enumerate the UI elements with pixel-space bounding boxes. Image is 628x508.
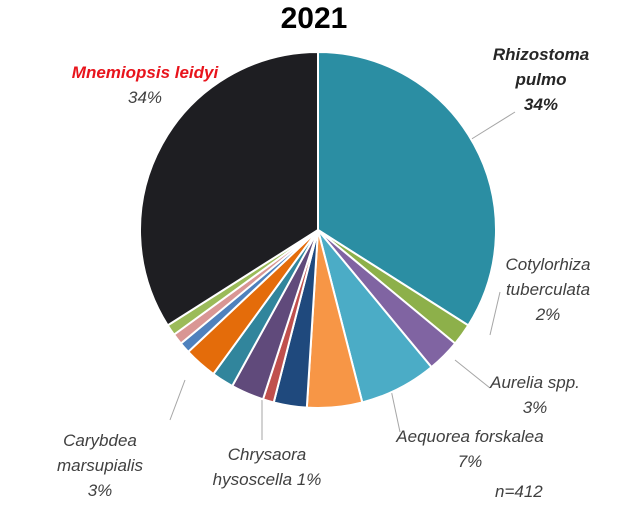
category-label: Carybdea marsupialis: [57, 431, 143, 475]
category-label: Aurelia spp.: [490, 373, 580, 392]
slice-label: Chrysaora hysoscella 1%: [202, 442, 332, 492]
leader-line: [170, 380, 185, 420]
chart-title: 2021: [0, 2, 628, 36]
value-label: 34%: [35, 85, 255, 110]
slice-label: Aurelia spp. 3%: [470, 370, 600, 420]
slice-label: Carybdea marsupialis 3%: [45, 428, 155, 503]
value-label: 1%: [297, 470, 322, 489]
slice-label: Cotylorhiza tuberculata 2%: [483, 252, 613, 327]
annotation: n=412: [495, 482, 543, 502]
slice-label: Rhizostoma pulmo 34%: [466, 42, 616, 117]
category-label: Chrysaora hysoscella: [213, 445, 307, 489]
value-label: 7%: [370, 449, 570, 474]
slice-label: Mnemiopsis leidyi 34%: [35, 60, 255, 110]
value-label: 34%: [466, 92, 616, 117]
category-label: Aequorea forskalea: [396, 427, 543, 446]
category-label: Cotylorhiza tuberculata: [505, 255, 590, 299]
chart: 2021 n=412 Rhizostoma pulmo 34% Cotylorhi…: [0, 0, 628, 508]
category-label: Mnemiopsis leidyi: [35, 60, 255, 85]
value-label: 3%: [470, 395, 600, 420]
slice-label: Aequorea forskalea 7%: [370, 424, 570, 474]
value-label: 2%: [483, 302, 613, 327]
category-label: Rhizostoma pulmo: [493, 45, 589, 89]
value-label: 3%: [45, 478, 155, 503]
